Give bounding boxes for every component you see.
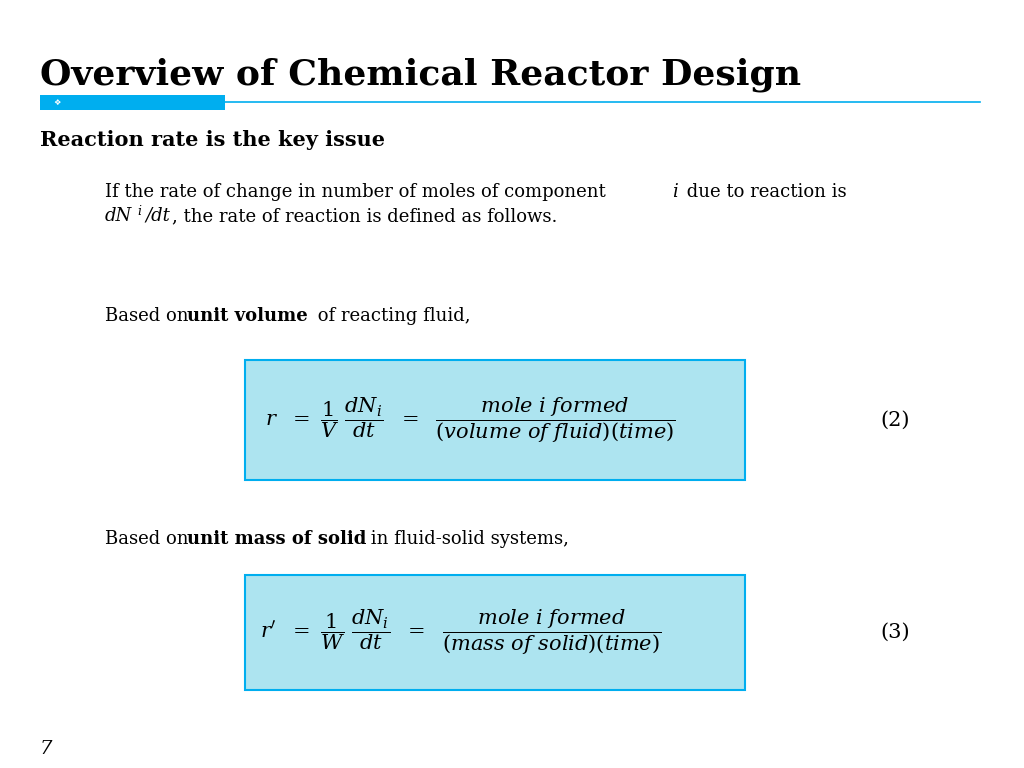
Text: in fluid-solid systems,: in fluid-solid systems,: [365, 530, 569, 548]
Text: If the rate of change in number of moles of component: If the rate of change in number of moles…: [105, 183, 611, 201]
Text: (2): (2): [880, 411, 909, 429]
Text: due to reaction is: due to reaction is: [681, 183, 847, 201]
Text: 7: 7: [40, 740, 52, 758]
Text: unit volume: unit volume: [187, 307, 308, 325]
Text: dN: dN: [105, 207, 132, 225]
Bar: [40, 95, 225, 110]
Text: $r\ \ =\ \dfrac{1}{V}\ \dfrac{dN_i}{dt}\ \ =\ \ \dfrac{mole\ i\ formed}{(volume\: $r\ \ =\ \dfrac{1}{V}\ \dfrac{dN_i}{dt}\…: [265, 396, 676, 445]
Text: i: i: [672, 183, 678, 201]
Text: Overview of Chemical Reactor Design: Overview of Chemical Reactor Design: [40, 58, 801, 92]
Bar: [245, 360, 745, 480]
Text: $r'\ \ =\ \dfrac{1}{W}\ \dfrac{dN_i}{dt}\ \ =\ \ \dfrac{mole\ i\ formed}{(mass\ : $r'\ \ =\ \dfrac{1}{W}\ \dfrac{dN_i}{dt}…: [260, 607, 662, 657]
Bar: [245, 575, 745, 690]
Text: Based on: Based on: [105, 530, 195, 548]
Text: ❖: ❖: [53, 98, 60, 107]
Text: of reacting fluid,: of reacting fluid,: [312, 307, 470, 325]
Text: Reaction rate is the key issue: Reaction rate is the key issue: [40, 130, 385, 150]
Text: (3): (3): [880, 623, 909, 641]
Text: Based on: Based on: [105, 307, 195, 325]
Text: i: i: [137, 205, 141, 218]
Text: , the rate of reaction is defined as follows.: , the rate of reaction is defined as fol…: [172, 207, 557, 225]
Text: /dt: /dt: [145, 207, 170, 225]
Text: unit mass of solid: unit mass of solid: [187, 530, 367, 548]
